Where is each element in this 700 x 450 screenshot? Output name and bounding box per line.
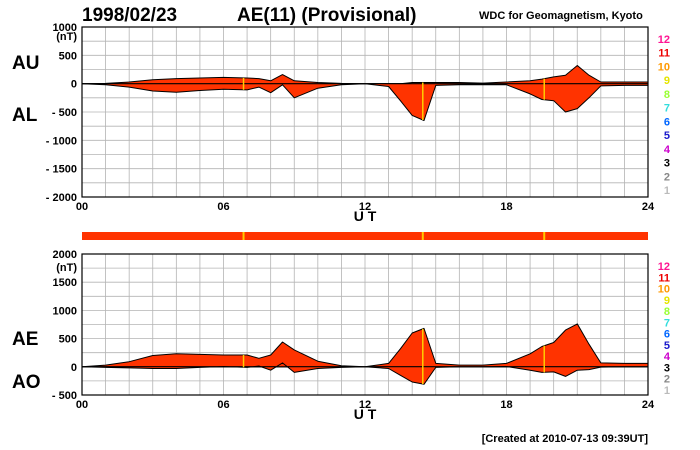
y-tick-label: - 500 <box>52 390 77 402</box>
ae-ao-plot <box>81 323 649 385</box>
au-series-area <box>81 65 649 85</box>
ae-ao-x-ticks: 00 06 12 18 24 <box>76 399 655 411</box>
level-legend-item: 3 <box>664 158 670 170</box>
ae-label: AE <box>12 329 38 350</box>
x-tick-label: 00 <box>76 399 88 411</box>
au-al-x-axis-title: U T <box>354 208 377 224</box>
x-tick-label: 18 <box>500 399 512 411</box>
level-legend-item: 9 <box>664 75 670 87</box>
level-legend-item: 2 <box>664 374 670 386</box>
level-legend-item: 7 <box>664 317 670 329</box>
y-tick-label: - 2000 <box>46 192 77 204</box>
y-tick-label: 1000 <box>53 22 77 34</box>
level-legend-item: 11 <box>658 48 670 60</box>
level-legend-item: 10 <box>658 284 670 296</box>
level-legend-item: 7 <box>664 103 670 115</box>
al-series-area <box>81 83 649 121</box>
level-legend-item: 12 <box>658 261 670 273</box>
y-tick-label: 1500 <box>53 277 77 289</box>
level-legend-item: 8 <box>664 89 670 101</box>
y-tick-label: 0 <box>71 79 77 91</box>
x-tick-label: 06 <box>217 201 229 213</box>
x-tick-label: 12 <box>359 399 371 411</box>
x-tick-label: 24 <box>642 399 655 411</box>
level-legend-item: 9 <box>664 295 670 307</box>
au-al-plot <box>81 65 649 121</box>
x-tick-label: 24 <box>642 201 655 213</box>
ao-label: AO <box>12 372 41 393</box>
level-legend-item: 5 <box>664 130 670 142</box>
level-legend-item: 1 <box>664 185 670 197</box>
y-tick-label: - 1500 <box>46 164 77 176</box>
chart-title: AE(11) (Provisional) <box>237 5 417 26</box>
al-label: AL <box>12 105 38 126</box>
level-legend-item: 6 <box>664 116 670 128</box>
ae-ao-y-ticks: 2000 1500 1000 500 0 - 500 <box>52 249 77 402</box>
level-legend-item: 6 <box>664 329 670 341</box>
au-al-frame <box>81 26 649 198</box>
level-legend-item: 1 <box>664 385 670 397</box>
y-tick-label: 0 <box>71 362 77 374</box>
au-al-y-ticks: 1000 500 0 - 500 - 1000 - 1500 - 2000 <box>46 22 77 204</box>
y-tick-label: - 1000 <box>46 135 77 147</box>
level-legend-item: 10 <box>658 61 670 73</box>
station-bar-marker <box>543 232 546 240</box>
x-tick-label: 00 <box>76 201 88 213</box>
ao-series-area <box>81 362 649 385</box>
au-al-x-ticks: 00 06 12 18 24 <box>76 201 655 213</box>
level-legend-item: 2 <box>664 171 670 183</box>
created-timestamp: [Created at 2010-07-13 09:39UT] <box>482 433 649 445</box>
station-bar-marker <box>421 232 424 240</box>
ae-ao-unit-label: (nT) <box>56 262 77 274</box>
y-tick-label: - 500 <box>52 107 77 119</box>
level-legend-item: 11 <box>658 272 670 284</box>
station-bar-marker <box>242 232 245 240</box>
level-legend-item: 4 <box>664 351 671 363</box>
x-tick-label: 12 <box>359 201 371 213</box>
y-tick-label: 500 <box>59 50 77 62</box>
y-tick-label: 2000 <box>53 249 77 261</box>
ae-ao-frame <box>81 253 649 396</box>
level-legend-item: 12 <box>658 34 670 46</box>
source-label: WDC for Geomagnetism, Kyoto <box>479 10 643 22</box>
ae-series-area <box>81 323 649 368</box>
level-legend-item: 8 <box>664 306 670 318</box>
x-tick-label: 06 <box>217 399 229 411</box>
level-legend-item: 5 <box>664 340 670 352</box>
station-bar-fill <box>82 232 648 240</box>
y-tick-label: 500 <box>59 334 77 346</box>
level-legend-item: 3 <box>664 362 670 374</box>
x-tick-label: 18 <box>500 201 512 213</box>
date-label: 1998/02/23 <box>82 5 177 26</box>
au-label: AU <box>12 53 39 74</box>
ae-ao-x-axis-title: U T <box>354 406 377 422</box>
y-tick-label: 1000 <box>53 305 77 317</box>
station-status-bar <box>82 232 648 240</box>
level-legend-item: 4 <box>664 144 671 156</box>
au-al-unit-label: (nT) <box>56 31 77 43</box>
au-al-grid <box>82 27 648 197</box>
